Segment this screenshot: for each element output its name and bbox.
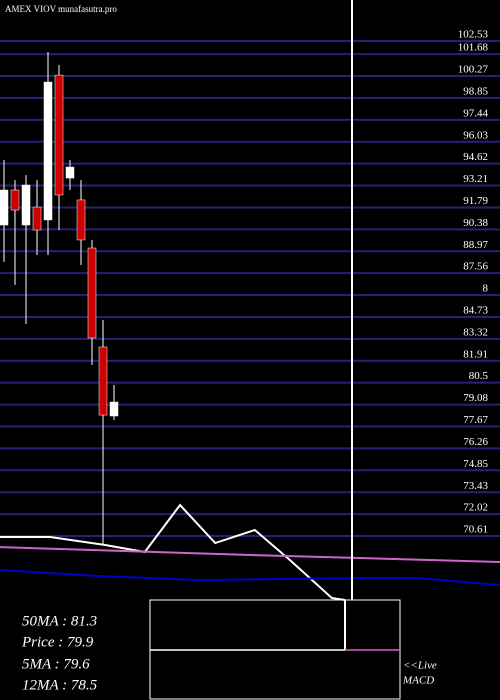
y-tick-label: 79.08: [463, 392, 488, 404]
y-tick-label: 90.38: [463, 217, 488, 229]
stat: Price : 79.9: [21, 634, 94, 650]
indicator-line: [0, 569, 500, 587]
macd-note: <<Live: [403, 660, 437, 672]
candle-body: [76, 199, 86, 241]
candle-body: [54, 74, 64, 196]
y-tick-label: 100.27: [458, 64, 489, 76]
indicator-line: [0, 546, 500, 563]
y-tick-label: 91.79: [463, 195, 488, 207]
candle-body: [65, 166, 75, 179]
y-tick-label: 77.67: [463, 414, 488, 426]
candle-body: [10, 189, 20, 211]
marks: [0, 51, 500, 601]
candle-body: [43, 81, 53, 221]
y-tick-label: 74.85: [463, 458, 488, 470]
candle-body: [32, 206, 42, 231]
y-tick-label: 84.73: [463, 305, 488, 317]
candle-body: [109, 401, 119, 417]
y-tick-label: 88.97: [463, 239, 488, 251]
stat: 5MA : 79.6: [22, 656, 90, 672]
y-tick-label: 102.53: [458, 28, 489, 40]
chart-title: AMEX VIOV munafasutra.pro: [5, 4, 117, 14]
y-tick-label: 94.62: [463, 151, 488, 163]
candle-body: [0, 189, 9, 226]
y-tick-label: 76.26: [463, 436, 488, 448]
stat: 12MA : 78.5: [22, 677, 98, 693]
y-tick-label: 98.85: [463, 86, 488, 98]
grid: 102.53 101.68 100.27 98.85 97.44 96.03 94.62 93…: [0, 28, 500, 538]
y-tick-label: 87.56: [463, 261, 488, 273]
y-tick-label: 73.43: [463, 480, 488, 492]
candle-body: [87, 247, 97, 339]
y-tick-label: 81.91: [463, 348, 488, 360]
y-tick-label: 93.21: [463, 173, 488, 185]
y-tick-label: 72.02: [463, 502, 488, 514]
cursor-line: [344, 0, 353, 650]
y-tick-label: 101.68: [458, 42, 489, 54]
y-tick-label: 96.03: [463, 129, 488, 141]
y-tick-label: 80.5: [469, 370, 489, 382]
y-tick-label: 70.61: [463, 524, 488, 536]
y-tick-label: 97.44: [463, 107, 488, 119]
y-tick-label: 83.32: [463, 326, 488, 338]
candle-body: [98, 346, 108, 416]
stat: 50MA : 81.3: [22, 613, 97, 629]
y-tick-label: 8: [483, 283, 489, 295]
macd-note: MACD: [402, 675, 434, 687]
candle-body: [21, 184, 31, 226]
